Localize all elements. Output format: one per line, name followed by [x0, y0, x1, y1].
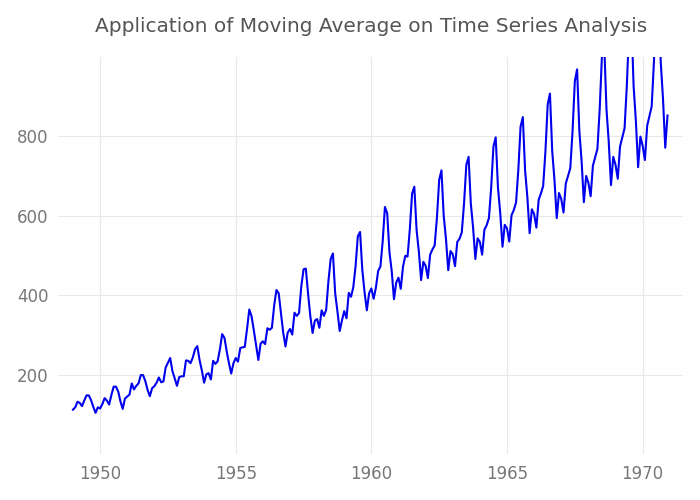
Title: Application of Moving Average on Time Series Analysis: Application of Moving Average on Time Se… [95, 16, 648, 36]
